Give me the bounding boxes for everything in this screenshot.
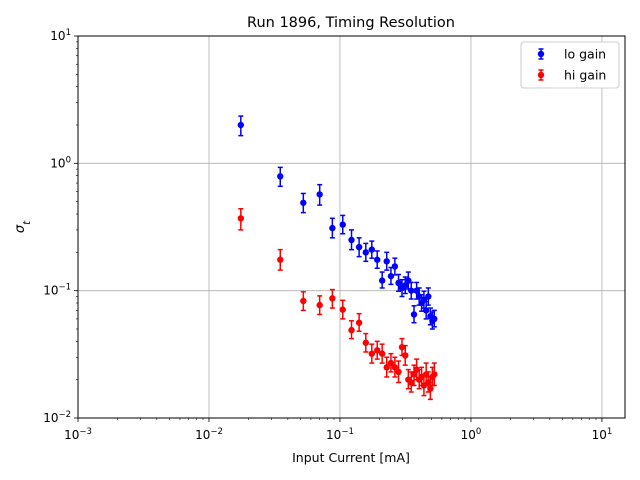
- data-point: [402, 282, 409, 289]
- data-point: [348, 236, 355, 244]
- data-point: [427, 385, 434, 392]
- legend-frame: [520, 41, 620, 89]
- data-point: [277, 256, 284, 263]
- data-point: [237, 121, 245, 129]
- data-point: [402, 352, 409, 359]
- y-axis-label: σt: [13, 220, 33, 233]
- data-point: [300, 199, 307, 206]
- series-hi-gain: [237, 207, 438, 401]
- data-point: [383, 258, 390, 265]
- legend: lo gain hi gain: [520, 41, 620, 89]
- data-point: [410, 311, 418, 318]
- data-point: [422, 307, 430, 314]
- y-tick-label: 101: [50, 28, 71, 43]
- x-tick-label: 101: [592, 427, 613, 442]
- data-point: [300, 297, 307, 305]
- data-point: [237, 215, 245, 222]
- data-point: [387, 272, 395, 280]
- data-point: [395, 279, 402, 287]
- plot-area-frame: [77, 35, 626, 419]
- series-lo-gain: [237, 115, 438, 330]
- x-tick-label: 10−2: [195, 427, 223, 442]
- data-point: [348, 326, 355, 334]
- y-axis-ticks: 10−2 10−1 100 101: [43, 28, 78, 425]
- data-point: [378, 277, 386, 284]
- data-point: [316, 301, 323, 309]
- legend-label: hi gain: [564, 68, 606, 83]
- data-point: [391, 263, 399, 270]
- data-point: [383, 364, 390, 371]
- data-point: [339, 306, 346, 313]
- data-point: [395, 368, 402, 376]
- data-point: [410, 371, 418, 378]
- y-tick-label: 100: [50, 155, 71, 170]
- data-point: [374, 347, 381, 354]
- grid-lines: [78, 36, 625, 418]
- data-point: [329, 224, 336, 232]
- data-point: [413, 287, 420, 294]
- data-point: [368, 246, 376, 253]
- data-point: [316, 191, 323, 198]
- data-point: [387, 359, 395, 367]
- data-point: [408, 287, 415, 294]
- x-tick-label: 10−1: [326, 427, 354, 442]
- legend-marker: [537, 71, 545, 79]
- data-point: [329, 295, 336, 302]
- x-axis-label: Input Current [mA]: [292, 450, 410, 465]
- data-series: [237, 115, 438, 401]
- data-point: [408, 379, 415, 386]
- x-tick-label: 10−3: [64, 427, 92, 442]
- y-tick-label: 10−1: [43, 283, 71, 298]
- data-point: [362, 249, 370, 256]
- data-point: [277, 173, 284, 180]
- legend-marker: [537, 50, 545, 58]
- data-point: [362, 339, 370, 346]
- legend-label: lo gain: [564, 47, 606, 62]
- data-point: [431, 371, 438, 378]
- chart-title: Run 1896, Timing Resolution: [247, 15, 455, 31]
- data-point: [413, 366, 420, 373]
- data-point: [355, 243, 363, 251]
- x-tick-label: 100: [461, 427, 482, 442]
- data-point: [368, 350, 376, 357]
- y-tick-label: 10−2: [43, 410, 71, 425]
- data-point: [378, 350, 386, 357]
- data-point: [391, 364, 399, 371]
- data-point: [355, 319, 363, 326]
- data-point: [374, 256, 381, 263]
- data-point: [431, 315, 438, 323]
- x-axis-ticks: 10−3 10−2 10−1 100 101: [64, 418, 612, 442]
- data-point: [425, 293, 432, 300]
- data-point: [339, 221, 346, 228]
